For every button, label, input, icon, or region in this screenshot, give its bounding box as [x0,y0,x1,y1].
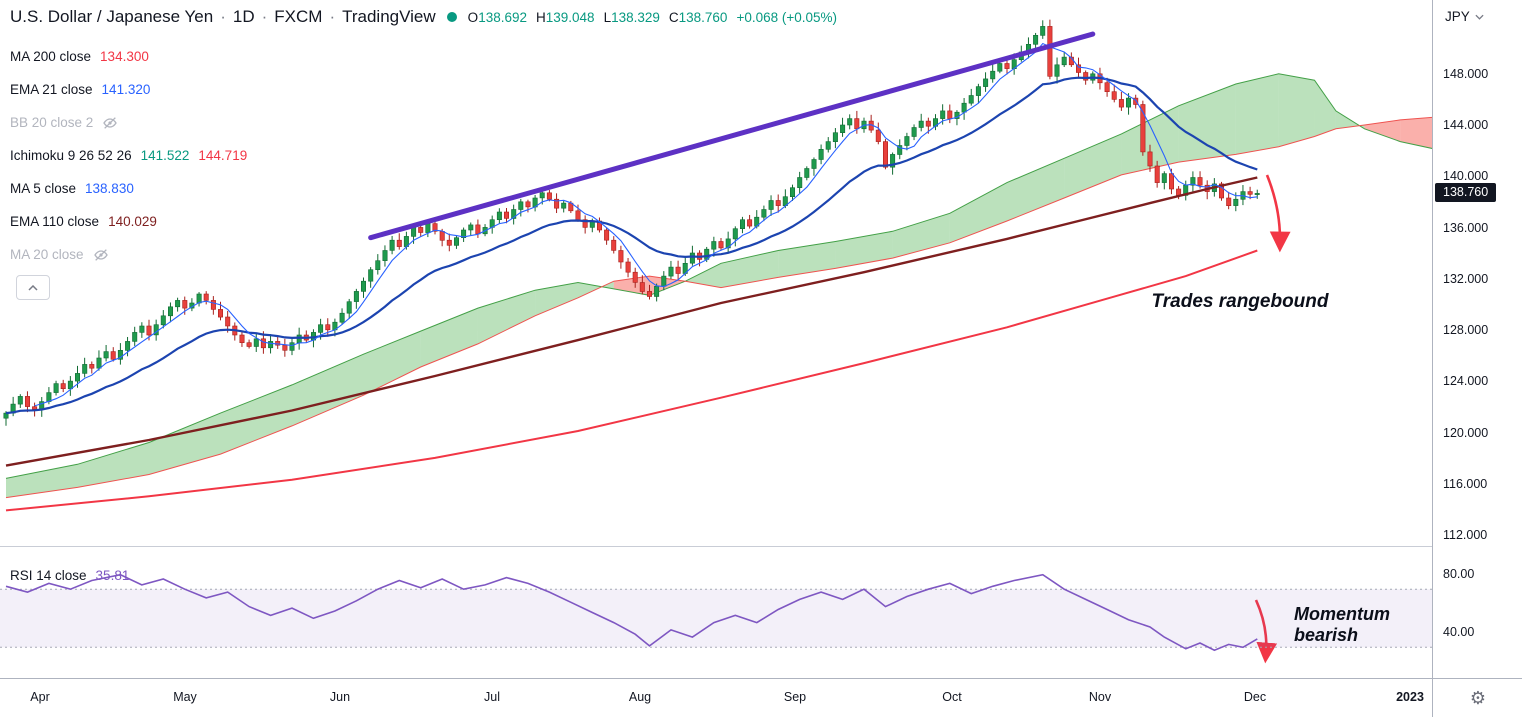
indicator-value: 138.830 [85,181,134,196]
legend-collapse-button[interactable] [16,275,50,300]
last-price-badge: 138.760 [1435,183,1497,203]
ema-21-line [5,76,1258,415]
price-chart-canvas[interactable] [0,0,1432,678]
platform-label[interactable]: TradingView [342,7,436,26]
indicator-value: 140.029 [108,214,157,229]
trendline-drawing[interactable] [368,31,1096,241]
rsi-tick-label: 80.00 [1443,566,1475,581]
indicator-title: Ichimoku 9 26 52 26 [10,148,132,163]
time-axis-label: May [173,690,197,704]
time-axis-label: Jun [329,690,351,704]
chevron-down-icon [1475,14,1484,20]
indicator-legend: MA 200 close 134.300 EMA 21 close 141.320 BB… [10,40,247,271]
rsi-pane-arrow-drawing[interactable] [1254,599,1278,664]
indicator-title: MA 200 close [10,49,92,64]
price-tick-label: 144.000 [1443,118,1489,133]
time-axis-label: Apr [30,690,50,704]
currency-selector[interactable]: JPY [1445,9,1484,24]
main-pane-arrow-drawing[interactable] [1265,174,1291,253]
annotation-line: bearish [1294,625,1359,645]
price-tick-label: 128.000 [1443,323,1489,338]
rsi-legend[interactable]: RSI 14 close 35.81 [10,568,129,583]
indicator-value: 141.320 [101,82,151,97]
legend-row[interactable]: Ichimoku 9 26 52 26 141.522 144.719 [10,139,247,172]
indicator-title: MA 20 close [10,247,84,262]
time-axis-label: 2023 [1396,690,1424,704]
senkou-a-line [5,73,1432,479]
indicator-value: 134.300 [100,49,149,64]
rsi-value: 35.81 [95,568,130,583]
axis-settings-cell: ⚙ [1432,679,1522,717]
ohlc-values: O138.692 H139.048 L138.329 C138.760 +0.0… [468,10,837,25]
rsi-line [5,573,1258,652]
price-tick-label: 136.000 [1443,220,1489,235]
market-status-dot-icon[interactable] [446,12,457,22]
high-value: H139.048 [536,9,595,25]
header-separator: · [220,7,226,26]
price-tick-label: 124.000 [1443,374,1489,389]
indicator-title: EMA 110 close [10,214,100,229]
time-axis-label: Nov [1088,690,1112,704]
low-value: L138.329 [603,9,660,25]
time-axis[interactable]: ⚙ Apr May Jun Jul Aug Sep Oct Nov Dec 2023 [0,678,1522,717]
indicator-title: EMA 21 close [10,82,93,97]
price-tick-label: 140.000 [1443,169,1489,184]
close-value: C138.760 [668,9,728,25]
pane-separator[interactable] [0,546,1522,547]
time-axis-label: Oct [942,690,962,704]
legend-row[interactable]: EMA 21 close 141.320 [10,73,247,106]
price-tick-label: 132.000 [1443,271,1489,286]
open-value: O138.692 [467,9,527,25]
price-tick-label: 148.000 [1443,67,1489,82]
eye-off-icon[interactable] [102,115,118,131]
indicator-title: BB 20 close 2 [10,115,94,130]
price-tick-label: 116.000 [1443,476,1488,491]
legend-row[interactable]: BB 20 close 2 [10,106,247,139]
change-value: +0.068 (+0.05%) [736,9,838,25]
ma-5-line [34,42,1258,407]
indicator-title: MA 5 close [10,181,77,196]
header-separator: · [329,7,336,26]
price-tick-label: 112.000 [1443,528,1488,542]
time-axis-label: Aug [628,690,652,704]
annotation-line: Momentum [1294,604,1390,624]
ema-110-line [5,176,1258,467]
currency-label: JPY [1445,9,1470,24]
candlestick-series [3,19,1260,426]
time-axis-label: Dec [1243,690,1267,704]
interval-label[interactable]: 1D [232,7,255,26]
trades-rangebound-annotation[interactable]: Trades rangebound [1151,291,1329,312]
momentum-bearish-annotation[interactable]: Momentum bearish [1294,604,1390,646]
settings-gear-icon[interactable]: ⚙ [1469,688,1487,708]
ma-200-line [5,249,1258,512]
rsi-tick-label: 40.00 [1443,624,1475,639]
indicator-value: 141.522 [140,148,190,163]
time-axis-label: Jul [484,690,500,704]
header-separator: · [261,7,268,26]
eye-off-icon[interactable] [93,247,109,263]
legend-row[interactable]: MA 20 close [10,238,247,271]
chart-header: U.S. Dollar / Japanese Yen · 1D · FXCM ·… [10,7,837,27]
ichimoku-cloud [5,73,1432,499]
price-tick-label: 120.000 [1443,425,1489,440]
legend-row[interactable]: MA 5 close 138.830 [10,172,247,205]
rsi-title: RSI 14 close [10,568,87,583]
legend-row[interactable]: MA 200 close 134.300 [10,40,247,73]
time-axis-label: Sep [783,690,807,704]
indicator-value: 144.719 [198,148,248,163]
price-axis[interactable]: JPY 138.760 148.000 144.000 140.000 136.000… [1432,0,1522,678]
exchange-label[interactable]: FXCM [274,7,323,26]
rsi-pane [0,573,1432,652]
symbol-title[interactable]: U.S. Dollar / Japanese Yen [10,7,214,26]
chevron-up-icon [28,284,38,291]
legend-row[interactable]: EMA 110 close 140.029 [10,205,247,238]
senkou-b-line [5,116,1432,499]
